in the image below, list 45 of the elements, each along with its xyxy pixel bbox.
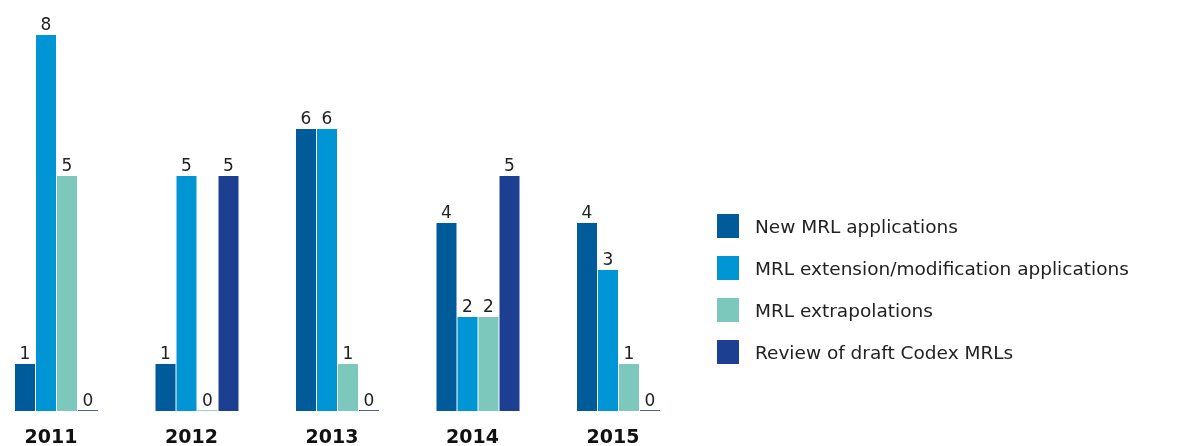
data-label: 4: [581, 202, 593, 222]
bar: [317, 129, 337, 411]
data-label: 2: [483, 296, 494, 316]
x-tick-label: 2014: [446, 425, 499, 446]
data-label: 1: [19, 343, 31, 363]
x-tick-label: 2012: [165, 425, 218, 446]
bar: [499, 176, 520, 411]
legend-label: MRL extension/modification applications: [755, 258, 1129, 279]
bar: [598, 270, 618, 411]
x-tick-label: 2011: [24, 425, 78, 446]
bar: [457, 317, 478, 411]
legend-label: New MRL applications: [755, 216, 958, 237]
data-label: 2: [462, 296, 473, 316]
bar: [478, 317, 499, 411]
bar: [155, 364, 176, 411]
bar: [619, 364, 639, 411]
data-label: 0: [82, 390, 94, 410]
bar: [36, 35, 56, 411]
data-label: 0: [202, 390, 213, 410]
bar: [176, 176, 197, 411]
data-label: 5: [181, 155, 192, 175]
x-tick-label: 2013: [305, 425, 359, 446]
data-label: 0: [644, 390, 656, 410]
data-label: 0: [363, 390, 375, 410]
data-label: 1: [160, 343, 171, 363]
bar: [218, 176, 239, 411]
data-label: 5: [61, 155, 73, 175]
bar: [577, 223, 597, 411]
data-label: 1: [342, 343, 354, 363]
bar: [57, 176, 77, 411]
bar: [436, 223, 457, 411]
data-label: 5: [504, 155, 515, 175]
x-tick-label: 2015: [586, 425, 640, 446]
bar: [15, 364, 35, 411]
legend-label: Review of draft Codex MRLs: [755, 342, 1014, 363]
data-label: 6: [300, 108, 312, 128]
data-label: 4: [441, 202, 452, 222]
bar: [338, 364, 358, 411]
legend-label: MRL extrapolations: [755, 300, 933, 321]
data-label: 3: [602, 249, 614, 269]
data-label: 6: [321, 108, 333, 128]
data-label: 8: [40, 14, 52, 34]
bar: [296, 129, 316, 411]
data-label: 5: [223, 155, 234, 175]
data-label: 1: [623, 343, 635, 363]
